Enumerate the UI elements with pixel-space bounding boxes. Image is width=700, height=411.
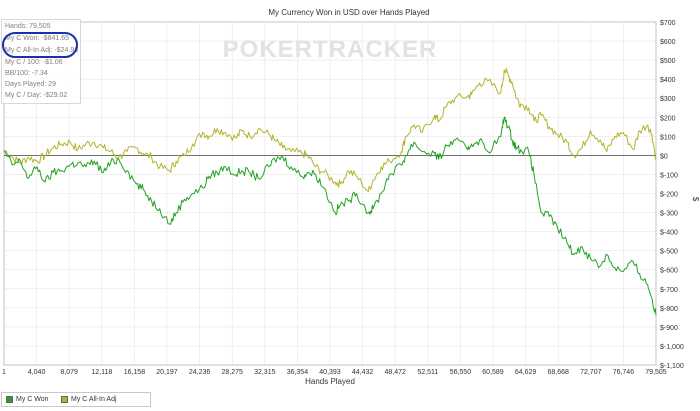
chart-title: My Currency Won in USD over Hands Played (268, 8, 429, 17)
y-tick-label: $-700 (660, 287, 678, 294)
watermark-logo: POKERTRACKER (223, 36, 438, 63)
y-tick-label: $-1,000 (660, 344, 684, 351)
y-tick-label: $-800 (660, 306, 678, 313)
y-axis-tick-labels: $700 $600 $500 $400 $300 $200 $100 $0 $-100 $-200… (660, 20, 684, 370)
y-tick-label: $400 (660, 77, 676, 84)
y-tick-label: $0 (660, 153, 668, 160)
series-lines (3, 67, 657, 316)
x-tick-label: 32,315 (254, 369, 276, 376)
x-tick-label: 56,550 (450, 369, 472, 376)
x-tick-label: 4,040 (28, 369, 46, 376)
legend-swatch-my-c-won (6, 396, 13, 403)
stat-per-day: My C / Day: -$29.02 (5, 92, 68, 99)
legend: My C Won My C All-In Adj (1, 392, 151, 407)
legend-label-my-c-won: My C Won (16, 396, 49, 403)
y-tick-label: $300 (660, 96, 676, 103)
highlight-annotation (2, 32, 78, 58)
y-tick-label: $-900 (660, 325, 678, 332)
y-tick-label: $700 (660, 20, 676, 27)
x-tick-label: 44,432 (352, 369, 374, 376)
x-tick-label: 8,079 (60, 369, 78, 376)
x-tick-label: 64,629 (515, 369, 537, 376)
x-tick-label: 76,746 (613, 369, 635, 376)
x-tick-label: 20,197 (156, 369, 178, 376)
stat-currency-won: My C Won: -$841.65 (5, 35, 70, 42)
x-tick-label: 16,158 (124, 369, 146, 376)
x-tick-label: 48,472 (384, 369, 406, 376)
y-tick-label: $-200 (660, 192, 678, 199)
y-tick-label: $-600 (660, 268, 678, 275)
x-tick-label: 79,505 (645, 369, 667, 376)
plot-area-border (3, 21, 657, 366)
stat-days-played: Days Played: 29 (5, 81, 56, 88)
y-tick-label: $-100 (660, 172, 678, 179)
y-tick-label: $500 (660, 58, 676, 65)
x-axis-tick-labels: 1 4,040 8,079 12,118 16,158 20,197 24,236 28,27… (2, 369, 667, 376)
stat-hands: Hands: 79,505 (5, 23, 51, 30)
y-tick-label: $-500 (660, 249, 678, 256)
legend-label-all-in-adj: My C All-In Adj (71, 396, 117, 403)
y-tick-label: $-300 (660, 211, 678, 218)
legend-swatch-all-in-adj (61, 396, 68, 403)
y-tick-label: $-1,100 (660, 363, 684, 370)
y-axis-label: $ (691, 197, 700, 202)
stat-per-100: My C / 100: -$1.06 (5, 59, 63, 66)
x-axis-label: Hands Played (305, 377, 355, 386)
x-tick-label: 24,236 (189, 369, 211, 376)
y-tick-label: $600 (660, 39, 676, 46)
x-tick-label: 68,668 (547, 369, 569, 376)
x-tick-label: 12,118 (91, 369, 112, 376)
grid-lines (3, 21, 657, 366)
series-line-my-c-won (3, 116, 657, 316)
x-tick-label: 36,354 (287, 369, 309, 376)
x-tick-label: 28,275 (221, 369, 243, 376)
stat-all-in-adj: My C All-In Adj: -$24.98 (5, 47, 79, 54)
x-tick-label: 72,707 (580, 369, 602, 376)
x-tick-label: 60,589 (482, 369, 504, 376)
x-tick-label: 40,393 (319, 369, 341, 376)
y-tick-label: $100 (660, 134, 676, 141)
y-tick-label: $200 (660, 115, 676, 122)
y-tick-label: $-400 (660, 230, 678, 237)
x-tick-label: 1 (2, 369, 6, 376)
x-tick-label: 52,511 (417, 369, 438, 376)
stat-bb-per-100: BB/100: -7.34 (5, 70, 48, 77)
